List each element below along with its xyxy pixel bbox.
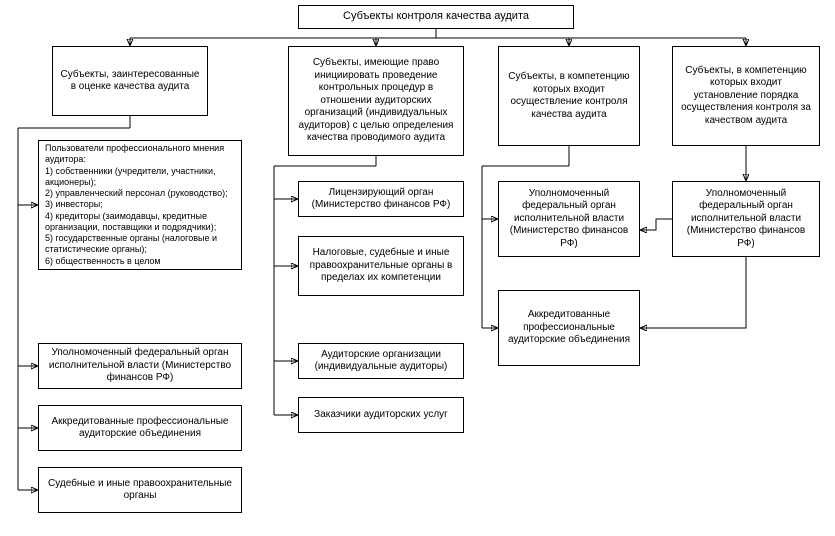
col2-aud: Аудиторские организации (индивидуальные …: [298, 343, 464, 379]
col4-fed: Уполномоченный федеральный орган исполни…: [672, 181, 820, 257]
col4-header: Субъекты, в компетенцию которых входит у…: [672, 46, 820, 146]
col1-header: Субъекты, заинтересованные в оценке каче…: [52, 46, 208, 116]
title-box: Субъекты контроля качества аудита: [298, 5, 574, 29]
col1-law: Судебные и иные правоохранительные орган…: [38, 467, 242, 513]
col1-prof: Аккредитованные профессиональные аудитор…: [38, 405, 242, 451]
col1-users: Пользователи профессионального мнения ау…: [38, 140, 242, 270]
col2-lic: Лицензирующий орган (Министерство финанс…: [298, 181, 464, 217]
col2-header: Субъекты, имеющие право инициировать про…: [288, 46, 464, 156]
col2-cust: Заказчики аудиторских услуг: [298, 397, 464, 433]
col1-fed: Уполномоченный федеральный орган исполни…: [38, 343, 242, 389]
col3-fed: Уполномоченный федеральный орган исполни…: [498, 181, 640, 257]
col3-prof: Аккредитованные профессиональные аудитор…: [498, 290, 640, 366]
col3-header: Субъекты, в компетенцию которых входит о…: [498, 46, 640, 146]
col2-tax: Налоговые, судебные и иные правоохраните…: [298, 236, 464, 296]
